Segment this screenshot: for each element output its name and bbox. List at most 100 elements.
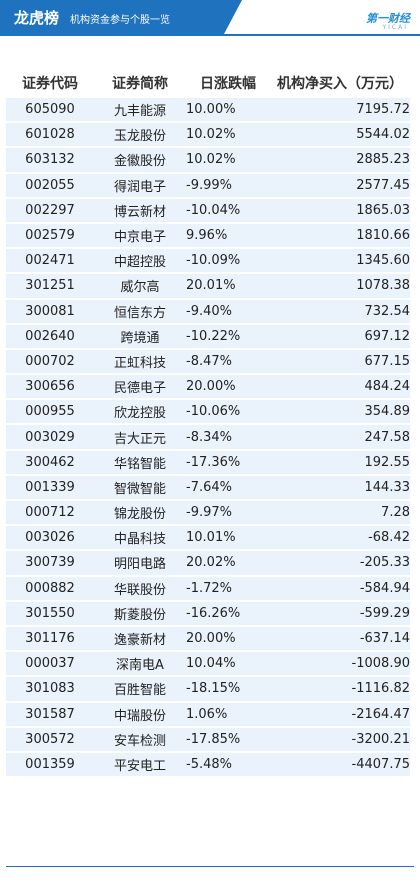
table-row: 301251 威尔高 20.01% 1078.38 — [6, 274, 410, 298]
stock-name-cell: 中晶科技 — [94, 526, 186, 550]
page-subtitle: 机构资金参与个股一览 — [70, 15, 170, 26]
table-row: 002297 博云新材 -10.04% 1865.03 — [6, 198, 410, 222]
stock-name-cell: 正虹科技 — [94, 349, 186, 374]
table-row: 301083 百胜智能 -18.15% -1116.82 — [6, 677, 410, 701]
net-buy-cell: 2885.23 — [270, 148, 410, 172]
stock-name-cell: 安车检测 — [94, 727, 186, 751]
table-row: 002055 得润电子 -9.99% 2577.45 — [6, 173, 410, 197]
stock-code-cell: 001339 — [6, 475, 94, 499]
daily-change-cell: -17.36% — [186, 450, 270, 474]
stock-code-cell: 300572 — [6, 727, 94, 751]
net-buy-cell: -205.33 — [270, 551, 410, 575]
daily-change-cell: 20.02% — [186, 551, 270, 575]
page-title: 龙虎榜 — [14, 9, 60, 27]
net-buy-cell: 1345.60 — [270, 249, 410, 273]
stock-code-cell: 000712 — [6, 501, 94, 525]
daily-change-cell: 20.00% — [186, 626, 270, 651]
table-row: 605090 九丰能源 10.00% 7195.72 — [6, 98, 410, 122]
net-buy-cell: 354.89 — [270, 400, 410, 424]
stock-code-cell: 300739 — [6, 551, 94, 575]
daily-change-cell: 10.01% — [186, 526, 270, 550]
net-buy-cell: 2577.45 — [270, 173, 410, 197]
table-row: 000702 正虹科技 -8.47% 677.15 — [6, 349, 410, 374]
daily-change-cell: -10.22% — [186, 324, 270, 348]
table-row: 603132 金徽股份 10.02% 2885.23 — [6, 148, 410, 172]
net-buy-cell: 484.24 — [270, 375, 410, 399]
net-buy-cell: -584.94 — [270, 576, 410, 600]
stock-code-cell: 000037 — [6, 652, 94, 676]
net-buy-cell: -599.29 — [270, 601, 410, 625]
daily-change-cell: -1.72% — [186, 576, 270, 600]
net-buy-cell: -1116.82 — [270, 677, 410, 701]
stock-code-cell: 301176 — [6, 626, 94, 651]
net-buy-cell: -2164.47 — [270, 702, 410, 726]
stock-name-cell: 跨境通 — [94, 324, 186, 348]
table-row: 001359 平安电工 -5.48% -4407.75 — [6, 752, 410, 777]
daily-change-cell: 20.01% — [186, 274, 270, 298]
table-row: 601028 玉龙股份 10.02% 5544.02 — [6, 123, 410, 147]
stock-code-cell: 001359 — [6, 752, 94, 777]
net-buy-cell: 677.15 — [270, 349, 410, 374]
net-buy-cell: 192.55 — [270, 450, 410, 474]
table-row: 002471 中超控股 -10.09% 1345.60 — [6, 249, 410, 273]
stock-code-cell: 301251 — [6, 274, 94, 298]
stock-name-cell: 斯菱股份 — [94, 601, 186, 625]
column-header-code: 证券代码 — [6, 70, 94, 96]
net-buy-cell: 247.58 — [270, 425, 410, 449]
stock-name-cell: 华铭智能 — [94, 450, 186, 474]
net-buy-cell: 1810.66 — [270, 223, 410, 248]
net-buy-cell: 697.12 — [270, 324, 410, 348]
stock-name-cell: 中超控股 — [94, 249, 186, 273]
stock-name-cell: 中瑞股份 — [94, 702, 186, 726]
table-row: 002640 跨境通 -10.22% 697.12 — [6, 324, 410, 348]
table-row: 000712 锦龙股份 -9.97% 7.28 — [6, 501, 410, 525]
daily-change-cell: -10.09% — [186, 249, 270, 273]
net-buy-cell: 7.28 — [270, 501, 410, 525]
stock-name-cell: 吉大正元 — [94, 425, 186, 449]
stock-code-cell: 301550 — [6, 601, 94, 625]
stock-code-cell: 300656 — [6, 375, 94, 399]
column-header-name: 证券简称 — [94, 70, 186, 96]
stock-code-cell: 603132 — [6, 148, 94, 172]
stock-code-cell: 300081 — [6, 299, 94, 323]
daily-change-cell: 9.96% — [186, 223, 270, 248]
daily-change-cell: -5.48% — [186, 752, 270, 777]
stock-name-cell: 锦龙股份 — [94, 501, 186, 525]
stock-code-cell: 002297 — [6, 198, 94, 222]
stock-code-cell: 003026 — [6, 526, 94, 550]
daily-change-cell: -9.97% — [186, 501, 270, 525]
stock-name-cell: 逸豪新材 — [94, 626, 186, 651]
stock-code-cell: 002579 — [6, 223, 94, 248]
stock-name-cell: 博云新材 — [94, 198, 186, 222]
net-buy-cell: 732.54 — [270, 299, 410, 323]
daily-change-cell: -8.34% — [186, 425, 270, 449]
daily-change-cell: 1.06% — [186, 702, 270, 726]
footer-divider — [6, 866, 414, 867]
stock-name-cell: 欣龙控股 — [94, 400, 186, 424]
header-divider — [0, 34, 420, 36]
daily-change-cell: -10.06% — [186, 400, 270, 424]
net-buy-cell: 1078.38 — [270, 274, 410, 298]
stock-name-cell: 玉龙股份 — [94, 123, 186, 147]
daily-change-cell: 10.04% — [186, 652, 270, 676]
table-row: 300572 安车检测 -17.85% -3200.21 — [6, 727, 410, 751]
net-buy-cell: 7195.72 — [270, 98, 410, 122]
table-row: 000882 华联股份 -1.72% -584.94 — [6, 576, 410, 600]
table-body: 605090 九丰能源 10.00% 7195.72 601028 玉龙股份 10.02% 5… — [6, 98, 410, 777]
table-row: 301587 中瑞股份 1.06% -2164.47 — [6, 702, 410, 726]
stock-code-cell: 000955 — [6, 400, 94, 424]
stock-name-cell: 威尔高 — [94, 274, 186, 298]
stock-name-cell: 智微智能 — [94, 475, 186, 499]
daily-change-cell: -16.26% — [186, 601, 270, 625]
stock-code-cell: 003029 — [6, 425, 94, 449]
stock-code-cell: 002640 — [6, 324, 94, 348]
table-row: 000955 欣龙控股 -10.06% 354.89 — [6, 400, 410, 424]
brand-logo-subtext: YICAI — [382, 24, 408, 31]
table-row: 300081 恒信东方 -9.40% 732.54 — [6, 299, 410, 323]
stock-code-cell: 601028 — [6, 123, 94, 147]
institution-table: 证券代码 证券简称 日涨跌幅 机构净买入（万元） 605090 九丰能源 10.00… — [6, 68, 410, 778]
stock-name-cell: 恒信东方 — [94, 299, 186, 323]
daily-change-cell: -9.40% — [186, 299, 270, 323]
stock-name-cell: 金徽股份 — [94, 148, 186, 172]
